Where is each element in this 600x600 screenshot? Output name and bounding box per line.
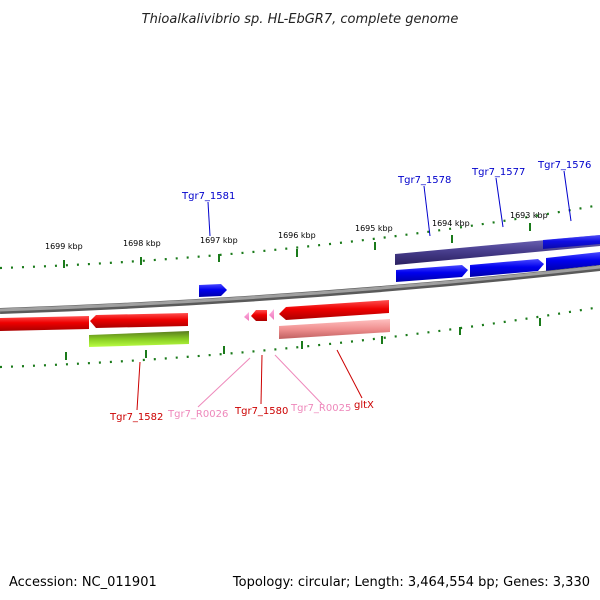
- tick-label: 1694 kbp: [432, 219, 470, 228]
- gene-label: Tgr7_R0026: [167, 409, 228, 420]
- gene-label: Tgr7_R0025: [290, 403, 351, 414]
- gene-label: Tgr7_1578: [397, 175, 451, 186]
- accession-text: Accession: NC_011901: [9, 575, 157, 590]
- cds-forward-tgr7-1581: [199, 284, 227, 297]
- gene-label: Tgr7_1580: [234, 406, 288, 417]
- genome-title: Thioalkalivibrio sp. HL-EbGR7, complete …: [142, 12, 459, 27]
- cds-forward-tgr7-1578: [396, 265, 468, 282]
- tick-label: 1693 kbp: [510, 211, 548, 220]
- operon-band-blue-segment: [543, 235, 600, 249]
- outer-scale-dots: [0, 203, 600, 270]
- cds-reverse-tgr7-1582: [90, 313, 188, 328]
- gene-label: Tgr7_1582: [109, 412, 163, 423]
- genome-backbone: [0, 265, 600, 312]
- tick-label: 1697 kbp: [200, 236, 238, 245]
- operon-band-red: [279, 319, 390, 339]
- tick-label: 1696 kbp: [278, 231, 316, 240]
- gene-label: Tgr7_1581: [181, 191, 235, 202]
- operon-band-green: [89, 331, 189, 347]
- cds-reverse-left: [0, 316, 89, 331]
- cds-forward-tgr7-1576: [546, 252, 600, 271]
- rna-tgr7-r0025: [269, 309, 274, 320]
- tick-label: 1698 kbp: [123, 239, 161, 248]
- inner-scale-dots: [0, 305, 600, 369]
- inner-major-ticks: [65, 318, 541, 360]
- gene-label: Tgr7_1577: [471, 167, 525, 178]
- tick-label: 1699 kbp: [45, 242, 83, 251]
- cds-reverse-gltx: [279, 300, 389, 320]
- cds-forward-tgr7-1577: [470, 259, 544, 277]
- cds-reverse-tgr7-1580: [251, 310, 267, 321]
- genome-summary-text: Topology: circular; Length: 3,464,554 bp…: [232, 575, 590, 590]
- genome-backbone-shadow: [0, 265, 600, 314]
- gene-label: gltX: [354, 400, 374, 411]
- gene-label: Tgr7_1576: [537, 160, 591, 171]
- rna-tgr7-r0026: [244, 312, 249, 321]
- outer-major-ticks: [63, 223, 531, 268]
- tick-label: 1695 kbp: [355, 224, 393, 233]
- label-leaders: [136, 170, 572, 411]
